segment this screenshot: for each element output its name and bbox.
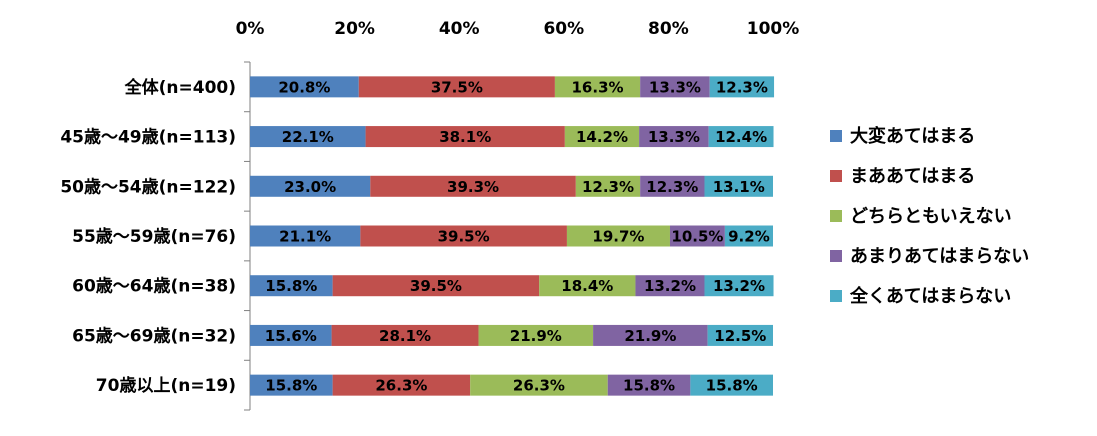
data-label: 15.8%: [623, 377, 675, 395]
data-label: 13.3%: [649, 78, 701, 96]
x-tick-label: 80%: [648, 19, 689, 39]
bar-segment: [365, 126, 565, 148]
data-label: 28.1%: [379, 327, 431, 345]
data-label: 37.5%: [431, 78, 483, 96]
bar-segment: [708, 126, 774, 148]
data-label: 12.5%: [714, 327, 766, 345]
category-label: 45歳～49歳(n=113): [60, 127, 236, 148]
bar-segment: [250, 324, 332, 346]
data-label: 39.3%: [447, 178, 499, 196]
data-label: 38.1%: [439, 128, 491, 146]
bar-segment: [250, 76, 359, 98]
bar-segment: [250, 374, 333, 396]
category-label: 50歳～54歳(n=122): [60, 176, 236, 197]
category-label: 70歳以上(n=19): [96, 375, 236, 396]
bar-segment: [554, 76, 641, 98]
data-label: 13.1%: [713, 178, 765, 196]
data-label: 9.2%: [728, 228, 770, 246]
data-label: 21.9%: [624, 327, 676, 345]
data-label: 12.3%: [582, 178, 634, 196]
data-label: 15.6%: [265, 327, 317, 345]
data-label: 14.2%: [576, 128, 628, 146]
data-label: 15.8%: [706, 377, 758, 395]
data-label: 19.7%: [592, 228, 644, 246]
legend-swatch: [830, 250, 842, 262]
bar-segment: [690, 374, 773, 396]
data-label: 13.2%: [644, 277, 696, 295]
legend-label: どちらともいえない: [850, 206, 1012, 227]
legend-swatch: [830, 290, 842, 302]
legend-label: まああてはまる: [850, 166, 975, 187]
data-label: 22.1%: [282, 128, 334, 146]
bar-segment: [250, 126, 366, 148]
legend-label: 大変あてはまる: [850, 125, 975, 147]
bar-segment: [709, 76, 775, 98]
category-label: 55歳～59歳(n=76): [72, 226, 236, 247]
bar-segment: [639, 126, 709, 148]
data-label: 12.3%: [646, 178, 698, 196]
bar-segment: [704, 275, 774, 297]
bar-segment: [607, 374, 691, 396]
bar-segment: [478, 324, 594, 346]
data-label: 15.8%: [265, 277, 317, 295]
category-label: 全体(n=400): [124, 77, 236, 98]
bar-segment: [360, 225, 567, 247]
bar-segment: [332, 374, 471, 396]
x-tick-label: 60%: [543, 19, 584, 39]
data-label: 13.2%: [713, 277, 765, 295]
x-tick-label: 20%: [334, 19, 375, 39]
data-label: 23.0%: [284, 178, 336, 196]
data-label: 18.4%: [561, 277, 613, 295]
data-label: 21.1%: [279, 228, 331, 246]
data-label: 10.5%: [671, 228, 723, 246]
bar-segment: [669, 225, 725, 247]
bar-segment: [470, 374, 608, 396]
data-label: 12.3%: [716, 78, 768, 96]
bar-segment: [593, 324, 708, 346]
legend-swatch: [830, 170, 842, 182]
legend-label: あまりあてはまらない: [850, 246, 1029, 267]
bar-segment: [640, 175, 705, 197]
legend-label: 全くあてはまらない: [849, 285, 1011, 307]
data-label: 20.8%: [278, 78, 330, 96]
data-label: 13.3%: [648, 128, 700, 146]
bar-segment: [332, 275, 540, 297]
bar-segment: [635, 275, 705, 297]
bar-segment: [724, 225, 773, 247]
bar-segment: [370, 175, 576, 197]
category-label: 60歳～64歳(n=38): [72, 276, 236, 297]
data-label: 39.5%: [438, 228, 490, 246]
x-tick-label: 100%: [747, 19, 800, 39]
data-label: 26.3%: [513, 377, 565, 395]
x-tick-label: 0%: [236, 19, 265, 39]
data-label: 15.8%: [265, 377, 317, 395]
data-label: 12.4%: [715, 128, 767, 146]
bar-segment: [564, 126, 640, 148]
bar-segment: [707, 324, 773, 346]
bar-segment: [539, 275, 636, 297]
data-label: 26.3%: [375, 377, 427, 395]
data-label: 16.3%: [572, 78, 624, 96]
bar-segment: [358, 76, 555, 98]
data-label: 21.9%: [510, 327, 562, 345]
bar-segment: [250, 225, 361, 247]
category-label: 65歳～69歳(n=32): [72, 325, 236, 346]
bar-segment: [331, 324, 479, 346]
legend-swatch: [830, 210, 842, 222]
bar-segment: [250, 175, 371, 197]
bar-segment: [575, 175, 641, 197]
bar-segment: [640, 76, 710, 98]
bar-segment: [566, 225, 670, 247]
bar-segment: [704, 175, 773, 197]
legend-swatch: [830, 130, 842, 142]
x-tick-label: 40%: [439, 19, 480, 39]
bar-segment: [250, 275, 333, 297]
data-label: 39.5%: [410, 277, 462, 295]
